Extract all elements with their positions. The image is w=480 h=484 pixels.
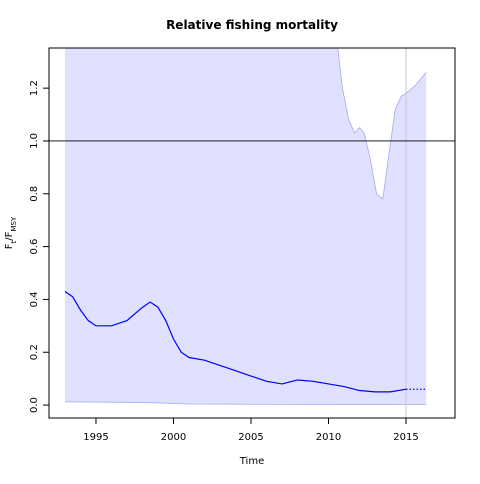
x-axis-label: Time [239, 456, 264, 467]
y-tick-label: 0.8 [29, 186, 40, 202]
chart-title: Relative fishing mortality [166, 18, 338, 32]
band-upper-edge [337, 48, 427, 200]
plot-frame [48, 47, 456, 419]
y-tick-label: 0.6 [29, 239, 40, 255]
confidence-band [64, 48, 427, 405]
y-tick-label: 0.4 [29, 291, 40, 307]
y-axis-label-part: /F [4, 231, 15, 240]
x-tick-label: 2000 [161, 432, 186, 443]
series-line [64, 291, 407, 393]
y-axis-label: Ft/FMSY [4, 216, 18, 249]
x-tick-label: 2005 [238, 432, 263, 443]
y-tick-label: 0.2 [29, 344, 40, 360]
y-axis-label-part: F [4, 243, 15, 249]
x-tick-label: 2010 [316, 432, 341, 443]
y-axis-label-part: MSY [10, 216, 18, 231]
x-tick-label: 1995 [83, 432, 108, 443]
x-tick-label: 2015 [393, 432, 418, 443]
y-axis-label-part: t [10, 240, 18, 243]
band-lower-edge [64, 401, 427, 405]
plot-area [49, 48, 455, 418]
y-tick-label: 0.0 [29, 397, 40, 413]
y-tick-label: 1.0 [29, 133, 40, 149]
y-tick-label: 1.2 [29, 80, 40, 96]
